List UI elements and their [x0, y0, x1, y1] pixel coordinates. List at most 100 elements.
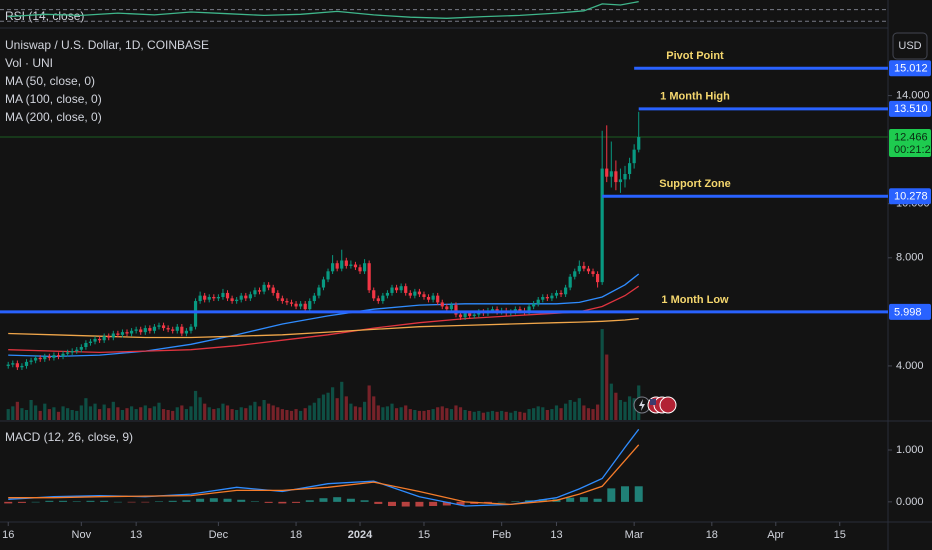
candle-body	[88, 341, 93, 343]
candle-body	[102, 336, 106, 341]
volume-bar	[97, 409, 102, 420]
volume-bar	[43, 403, 47, 420]
macd-title: MACD (12, 26, close, 9)	[5, 430, 133, 444]
current-price: 12.466	[894, 131, 928, 143]
macd-line	[8, 444, 640, 506]
macd-histogram	[182, 500, 191, 502]
candle-body	[595, 274, 600, 283]
candle-body	[326, 271, 330, 280]
macd-histogram	[113, 501, 122, 503]
volume-bar	[129, 406, 134, 420]
volume-bar	[331, 387, 335, 420]
volume-bar	[88, 406, 93, 420]
candle-body	[627, 163, 632, 174]
volume-bar	[152, 406, 157, 420]
volume-bar	[6, 409, 10, 420]
candle-body	[394, 287, 399, 291]
volume-bar	[522, 412, 527, 420]
candle-body	[11, 363, 15, 365]
candle-body	[449, 305, 453, 310]
x-tick-label: Apr	[767, 529, 784, 541]
volume-bar	[413, 410, 417, 420]
volume-bar	[230, 409, 234, 420]
volume-bar	[495, 411, 499, 420]
candle-body	[340, 260, 344, 269]
countdown: 00:21:20	[894, 144, 932, 156]
volume-bar	[303, 408, 307, 420]
macd-histogram	[59, 500, 68, 502]
candle-body	[559, 292, 563, 295]
x-tick-label: 13	[130, 529, 142, 541]
volume-bar	[61, 406, 65, 420]
level-label: 5.998	[894, 306, 922, 318]
candle-body	[440, 302, 444, 307]
volume-bar	[541, 407, 545, 420]
volume-bar	[171, 410, 175, 420]
icon[interactable]	[659, 396, 677, 414]
candle-body	[600, 168, 604, 283]
candle-body	[362, 263, 367, 272]
macd-histogram	[209, 498, 218, 502]
candle-body	[280, 298, 284, 302]
volume-bar	[614, 392, 618, 420]
candle-body	[303, 303, 307, 310]
volume-bar	[193, 390, 198, 420]
candle-body	[93, 338, 97, 342]
candle-body	[38, 357, 42, 360]
candle-body	[189, 326, 193, 331]
candle-body	[422, 294, 426, 297]
candle-body	[157, 325, 161, 327]
macd-histogram	[483, 501, 492, 503]
volume-bar	[582, 405, 586, 420]
macd-histogram	[621, 486, 630, 502]
candle-body	[107, 336, 111, 338]
candle-body	[230, 298, 234, 302]
volume-bar	[79, 405, 83, 420]
volume-bar	[38, 410, 42, 420]
currency-button[interactable]	[892, 32, 928, 60]
event-icons[interactable]	[633, 396, 677, 414]
volume-bar	[573, 401, 577, 420]
volume-bar	[390, 403, 394, 420]
candle-body	[308, 301, 312, 310]
candle-body	[212, 296, 216, 299]
candle-body	[577, 265, 581, 272]
volume-bar	[203, 403, 207, 420]
candle-body	[84, 342, 88, 348]
volume-bar	[362, 401, 367, 420]
candle-body	[404, 286, 408, 293]
candle-body	[385, 292, 390, 296]
volume-bar	[564, 403, 568, 420]
candle-body	[225, 292, 230, 299]
volume-bar	[554, 405, 559, 420]
macd-histogram	[154, 501, 163, 502]
volume-bar	[559, 408, 563, 420]
volume-bar	[358, 407, 362, 420]
candle-body	[180, 326, 184, 334]
currency[interactable]: USD	[898, 40, 921, 52]
candle-body	[47, 356, 51, 358]
macd-histogram	[429, 501, 438, 506]
level-label: 10.278	[894, 191, 928, 203]
candle-body	[582, 265, 586, 269]
candle-body	[454, 305, 458, 315]
volume-bar	[212, 409, 216, 420]
candle-body	[216, 296, 220, 299]
volume-bar	[312, 402, 316, 420]
volume-bar	[500, 410, 504, 420]
macd-histogram	[511, 501, 520, 502]
candle-body	[262, 284, 266, 292]
candle-body	[344, 260, 348, 266]
volume-title: Vol · UNI	[5, 56, 53, 70]
volume-bar	[280, 409, 284, 420]
volume-bar	[623, 401, 627, 420]
macd-histogram	[442, 501, 451, 506]
macd-y-tick-label: 1.000	[896, 444, 924, 456]
candle-body	[623, 173, 627, 180]
x-tick-label: 15	[418, 529, 430, 541]
candle-body	[399, 286, 403, 291]
volume-bar	[276, 407, 280, 420]
icon	[639, 399, 645, 411]
macd-histogram	[141, 501, 150, 503]
candle-body	[52, 355, 56, 358]
